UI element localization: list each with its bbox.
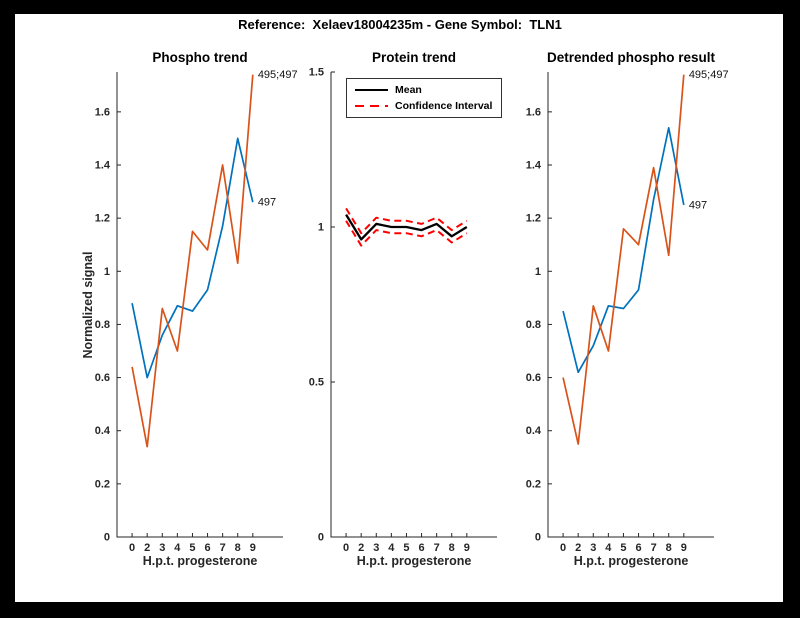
subplot3-x-tick-label: 3 bbox=[590, 542, 596, 554]
subplot1-x-tick-label: 8 bbox=[235, 542, 241, 554]
subplot3-series-line-497 bbox=[562, 126, 685, 374]
subplot3-x-tick-label: 2 bbox=[575, 542, 581, 554]
subplot1-y-tick-label: 1 bbox=[104, 266, 110, 278]
subplot3-title: Detrended phospho result bbox=[546, 50, 716, 65]
subplot3-y-tick-label: 0 bbox=[535, 532, 541, 544]
subplot2-series-line-confidence-interval-lower bbox=[345, 220, 468, 247]
subplot3-y-tick-label: 0.4 bbox=[526, 425, 542, 437]
subplot1-y-tick-label: 0.8 bbox=[95, 319, 110, 331]
subplot3-series-line-495-497 bbox=[562, 74, 685, 445]
subplot1-y-tick-label: 0.2 bbox=[95, 478, 110, 490]
subplot2-x-tick-label: 0 bbox=[343, 542, 349, 554]
subplot3-series-end-label-495-497: 495;497 bbox=[689, 69, 729, 81]
subplot3-y-tick-label: 1.2 bbox=[526, 213, 541, 225]
subplot2-axes bbox=[330, 72, 497, 538]
subplot2-x-tick-label: 4 bbox=[388, 542, 395, 554]
subplot3-y-tick-label: 1.6 bbox=[526, 106, 541, 118]
mean-line-sample bbox=[355, 88, 388, 92]
subplot2-x-tick-label: 7 bbox=[434, 542, 440, 554]
subplot3-x-axis-label: H.p.t. progesterone bbox=[573, 554, 689, 568]
subplot2-series-line-mean bbox=[345, 214, 468, 241]
legend-label-confidence-interval: Confidence Interval bbox=[395, 100, 493, 112]
subplot3-x-tick-label: 5 bbox=[620, 542, 626, 554]
subplot3-y-tick-label: 0.8 bbox=[526, 319, 541, 331]
subplot2-y-tick-label: 1.5 bbox=[309, 67, 324, 79]
subplot3-y-tick-label: 0.2 bbox=[526, 478, 541, 490]
subplot1-series-end-label-497: 497 bbox=[258, 197, 276, 209]
legend-label-mean: Mean bbox=[395, 84, 422, 96]
subplot1-x-axis-label: H.p.t. progesterone bbox=[142, 554, 258, 568]
subplot3-x-tick-label: 6 bbox=[635, 542, 641, 554]
subplot2-x-tick-label: 5 bbox=[403, 542, 409, 554]
subplot2-x-tick-label: 8 bbox=[449, 542, 455, 554]
subplot1-x-tick-label: 6 bbox=[204, 542, 210, 554]
subplot3-axes bbox=[547, 72, 714, 538]
subplot2-title: Protein trend bbox=[371, 50, 457, 65]
subplot2-x-tick-label: 6 bbox=[418, 542, 424, 554]
subplot1-series-line-497 bbox=[131, 137, 254, 379]
subplot1-x-tick-label: 0 bbox=[129, 542, 135, 554]
subplot3-x-tick-label: 9 bbox=[681, 542, 687, 554]
legend-row-mean: Mean bbox=[355, 84, 492, 96]
subplot1-title: Phospho trend bbox=[152, 50, 248, 65]
subplot1-series-line-495-497 bbox=[131, 74, 254, 448]
subplot3-x-tick-label: 4 bbox=[605, 542, 612, 554]
subplot3-series-end-label-497: 497 bbox=[689, 199, 707, 211]
subplot3-x-tick-label: 7 bbox=[651, 542, 657, 554]
subplot1-y-tick-label: 0.4 bbox=[95, 425, 111, 437]
subplot1-y-tick-label: 0 bbox=[104, 532, 110, 544]
legend-row-ci: Confidence Interval bbox=[355, 100, 492, 112]
subplot1-x-tick-label: 9 bbox=[250, 542, 256, 554]
legend-box: Mean Confidence Interval bbox=[346, 78, 503, 118]
subplot3-y-tick-label: 0.6 bbox=[526, 372, 541, 384]
subplot3-x-tick-label: 0 bbox=[560, 542, 566, 554]
subplot1-y-tick-label: 0.6 bbox=[95, 372, 110, 384]
subplot1-x-tick-label: 3 bbox=[159, 542, 165, 554]
subplot2-y-tick-label: 0.5 bbox=[309, 377, 324, 389]
subplot3-y-tick-label: 1 bbox=[535, 266, 541, 278]
subplot1-axes bbox=[116, 72, 283, 538]
subplot2-x-tick-label: 3 bbox=[373, 542, 379, 554]
subplot2-series-line-confidence-interval-upper bbox=[345, 207, 468, 235]
confidence-interval-line-sample bbox=[355, 104, 388, 108]
subplot1-x-tick-label: 2 bbox=[144, 542, 150, 554]
figure-title: Reference: Xelaev18004235m - Gene Symbol… bbox=[238, 17, 562, 32]
subplot2-y-tick-label: 0 bbox=[318, 532, 324, 544]
subplot1-y-tick-label: 1.2 bbox=[95, 213, 110, 225]
subplot1-x-tick-label: 4 bbox=[174, 542, 181, 554]
subplot1-x-tick-label: 7 bbox=[220, 542, 226, 554]
subplot1-series-end-label-495-497: 495;497 bbox=[258, 69, 298, 81]
subplot2-y-tick-label: 1 bbox=[318, 222, 324, 234]
subplot3-x-tick-label: 8 bbox=[666, 542, 672, 554]
subplot1-x-tick-label: 5 bbox=[189, 542, 195, 554]
subplot1-y-tick-label: 1.4 bbox=[95, 160, 111, 172]
subplot2-x-axis-label: H.p.t. progesterone bbox=[356, 554, 472, 568]
subplot2-x-tick-label: 2 bbox=[358, 542, 364, 554]
subplot2-x-tick-label: 9 bbox=[464, 542, 470, 554]
subplot3-y-tick-label: 1.4 bbox=[526, 160, 542, 172]
subplot1-y-tick-label: 1.6 bbox=[95, 106, 110, 118]
